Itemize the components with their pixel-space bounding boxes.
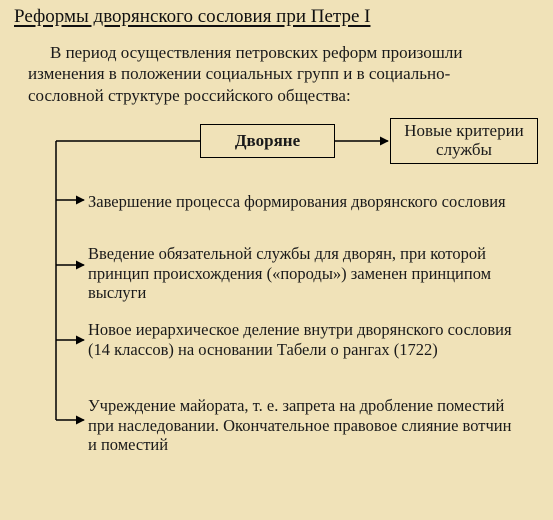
criteria-box: Новые критерии службы	[390, 118, 538, 164]
list-item: Завершение процесса формирования дворянс…	[88, 192, 523, 212]
page-title: Реформы дворянского сословия при Петре I	[0, 0, 553, 32]
list-item: Введение обязательной службы для дворян,…	[88, 244, 523, 303]
main-box: Дворяне	[200, 124, 335, 158]
list-item: Учреждение майората, т. е. запрета на др…	[88, 396, 523, 455]
list-item: Новое иерархическое деление внутри дворя…	[88, 320, 523, 360]
intro-text: В период осуществления петровских реформ…	[0, 32, 553, 110]
diagram-container: Дворяне Новые критерии службы Завершение…	[0, 110, 553, 490]
